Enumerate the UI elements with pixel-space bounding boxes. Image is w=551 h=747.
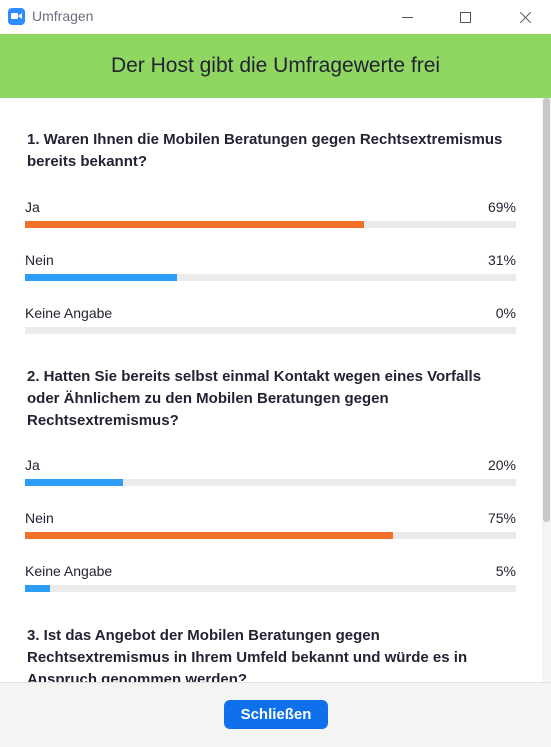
answer-percent: 75% bbox=[487, 510, 516, 526]
result-bar-fill bbox=[25, 479, 124, 486]
title-bar: Umfragen bbox=[0, 0, 551, 34]
window-title: Umfragen bbox=[32, 8, 94, 24]
result-bar-fill bbox=[25, 274, 178, 281]
result-bar-track bbox=[25, 274, 516, 281]
maximize-button[interactable] bbox=[443, 0, 487, 34]
minimize-icon bbox=[401, 16, 413, 18]
answer-label: Nein bbox=[25, 510, 54, 526]
maximize-icon bbox=[459, 11, 471, 23]
close-window-button[interactable] bbox=[503, 0, 547, 34]
answer-label: Keine Angabe bbox=[25, 305, 113, 321]
answer-label: Ja bbox=[25, 457, 40, 473]
answer-percent: 31% bbox=[487, 252, 516, 268]
result-bar-track bbox=[25, 532, 516, 539]
answer-label: Ja bbox=[25, 199, 40, 215]
question-title: 3. Ist das Angebot der Mobilen Beratunge… bbox=[27, 627, 468, 682]
answer-percent: 0% bbox=[495, 305, 516, 321]
dialog-footer: Schließen bbox=[0, 682, 551, 747]
result-bar-track bbox=[25, 479, 516, 486]
zoom-camera-icon bbox=[8, 8, 25, 25]
minimize-button[interactable] bbox=[385, 0, 429, 34]
answer-label: Nein bbox=[25, 252, 54, 268]
question-title: 2. Hatten Sie bereits selbst einmal Kont… bbox=[27, 368, 482, 429]
answer-label: Keine Angabe bbox=[25, 563, 113, 579]
result-bar-fill bbox=[25, 585, 50, 592]
answer-percent: 20% bbox=[487, 457, 516, 473]
poll-results-panel[interactable]: 1. Waren Ihnen die Mobilen Beratungen ge… bbox=[0, 98, 542, 682]
result-bar-track bbox=[25, 585, 516, 592]
close-icon bbox=[519, 11, 532, 24]
result-bar-fill bbox=[25, 532, 394, 539]
answer-percent: 69% bbox=[487, 199, 516, 215]
close-button[interactable]: Schließen bbox=[224, 700, 328, 729]
banner-text: Der Host gibt die Umfragewerte frei bbox=[110, 54, 441, 77]
result-bar-track bbox=[25, 327, 516, 334]
scrollbar-thumb[interactable] bbox=[543, 98, 550, 522]
results-banner: Der Host gibt die Umfragewerte frei bbox=[0, 34, 551, 98]
answer-percent: 5% bbox=[495, 563, 516, 579]
question-title: 1. Waren Ihnen die Mobilen Beratungen ge… bbox=[27, 131, 503, 170]
result-bar-fill bbox=[25, 221, 364, 228]
result-bar-track bbox=[25, 221, 516, 228]
